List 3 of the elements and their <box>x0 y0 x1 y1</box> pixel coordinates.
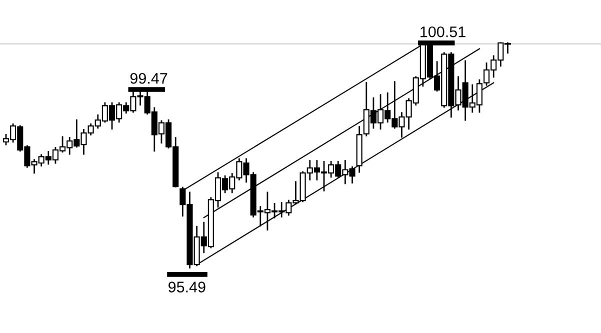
annotation: 99.47 <box>130 72 168 84</box>
annotation: 95.49 <box>168 282 206 292</box>
annotation: 100.51 <box>420 26 466 38</box>
